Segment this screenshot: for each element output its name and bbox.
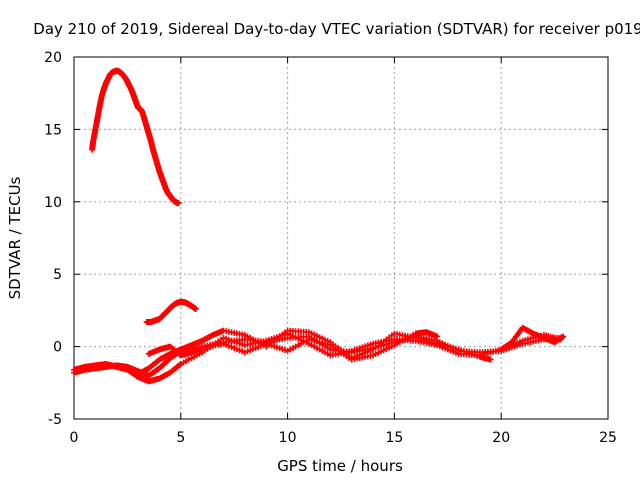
x-axis-tick-labels: 0 5 10 15 20 25 bbox=[70, 430, 617, 446]
chart-title: Day 210 of 2019, Sidereal Day-to-day VTE… bbox=[33, 20, 640, 38]
data-point-marker bbox=[560, 333, 567, 340]
data-point-marker bbox=[487, 356, 494, 363]
y-tick-label: 15 bbox=[44, 122, 62, 138]
x-tick-label: 10 bbox=[279, 430, 297, 446]
y-tick-label: -5 bbox=[48, 412, 62, 428]
series-mid-arc bbox=[143, 298, 199, 325]
y-axis-tick-labels: -5 0 5 10 15 20 bbox=[44, 50, 62, 428]
plot-area bbox=[73, 56, 609, 420]
grid-lines bbox=[74, 57, 608, 419]
y-tick-label: 20 bbox=[44, 50, 62, 66]
axis-ticks bbox=[73, 56, 609, 420]
data-point-marker bbox=[434, 333, 441, 340]
y-tick-label: 5 bbox=[53, 267, 62, 283]
x-tick-label: 0 bbox=[70, 430, 79, 446]
data-point-marker bbox=[175, 200, 182, 207]
data-point-marker bbox=[192, 305, 199, 312]
y-tick-label: 0 bbox=[53, 340, 62, 356]
x-tick-label: 5 bbox=[176, 430, 185, 446]
series-band-d bbox=[145, 329, 441, 363]
data-series bbox=[71, 67, 567, 385]
series-late-pass bbox=[498, 324, 567, 353]
x-tick-label: 20 bbox=[492, 430, 510, 446]
x-tick-label: 25 bbox=[599, 430, 617, 446]
plot-frame bbox=[73, 56, 609, 420]
y-tick-label: 10 bbox=[44, 195, 62, 211]
y-axis-label: SDTVAR / TECUs bbox=[6, 176, 24, 299]
x-tick-label: 15 bbox=[385, 430, 403, 446]
x-axis-label: GPS time / hours bbox=[277, 457, 403, 475]
series-high-arc bbox=[89, 67, 182, 207]
